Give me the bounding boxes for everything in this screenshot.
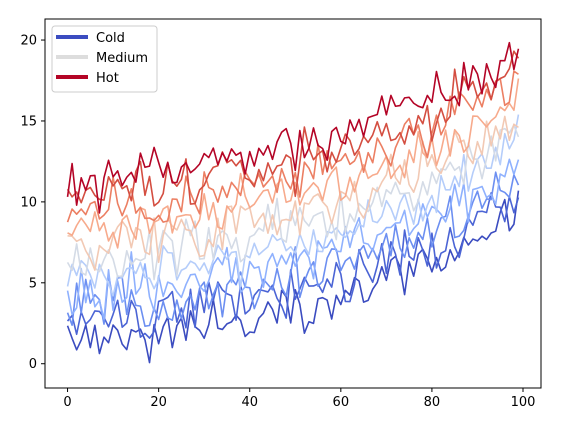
y-tick-label: 15 <box>20 114 37 129</box>
x-tick-label: 40 <box>241 395 258 410</box>
x-tick-label: 100 <box>511 395 536 410</box>
series-line-7 <box>67 115 519 271</box>
series-line-5 <box>66 114 520 297</box>
legend: Cold Medium Hot <box>51 25 158 93</box>
x-axis: 0 20 40 60 80 100 <box>63 388 535 410</box>
legend-label: Cold <box>96 31 125 46</box>
x-tick-label: 80 <box>424 395 441 410</box>
series-line-8 <box>67 78 520 249</box>
legend-label: Medium <box>96 51 148 66</box>
series-line-10 <box>66 50 520 207</box>
legend-label: Hot <box>96 71 119 86</box>
plot-frame <box>44 18 542 389</box>
x-tick-label: 60 <box>333 395 350 410</box>
series-lines <box>66 41 520 364</box>
series-line-4 <box>66 158 520 320</box>
y-tick-label: 0 <box>29 357 37 372</box>
y-tick-label: 20 <box>20 34 37 49</box>
series-line-11 <box>66 41 520 214</box>
y-tick-label: 10 <box>20 195 37 210</box>
x-tick-label: 20 <box>150 395 167 410</box>
x-tick-label: 0 <box>63 395 71 410</box>
y-tick-label: 5 <box>29 276 37 291</box>
y-axis: 0 5 10 15 20 <box>20 34 45 372</box>
series-line-2 <box>66 192 520 339</box>
